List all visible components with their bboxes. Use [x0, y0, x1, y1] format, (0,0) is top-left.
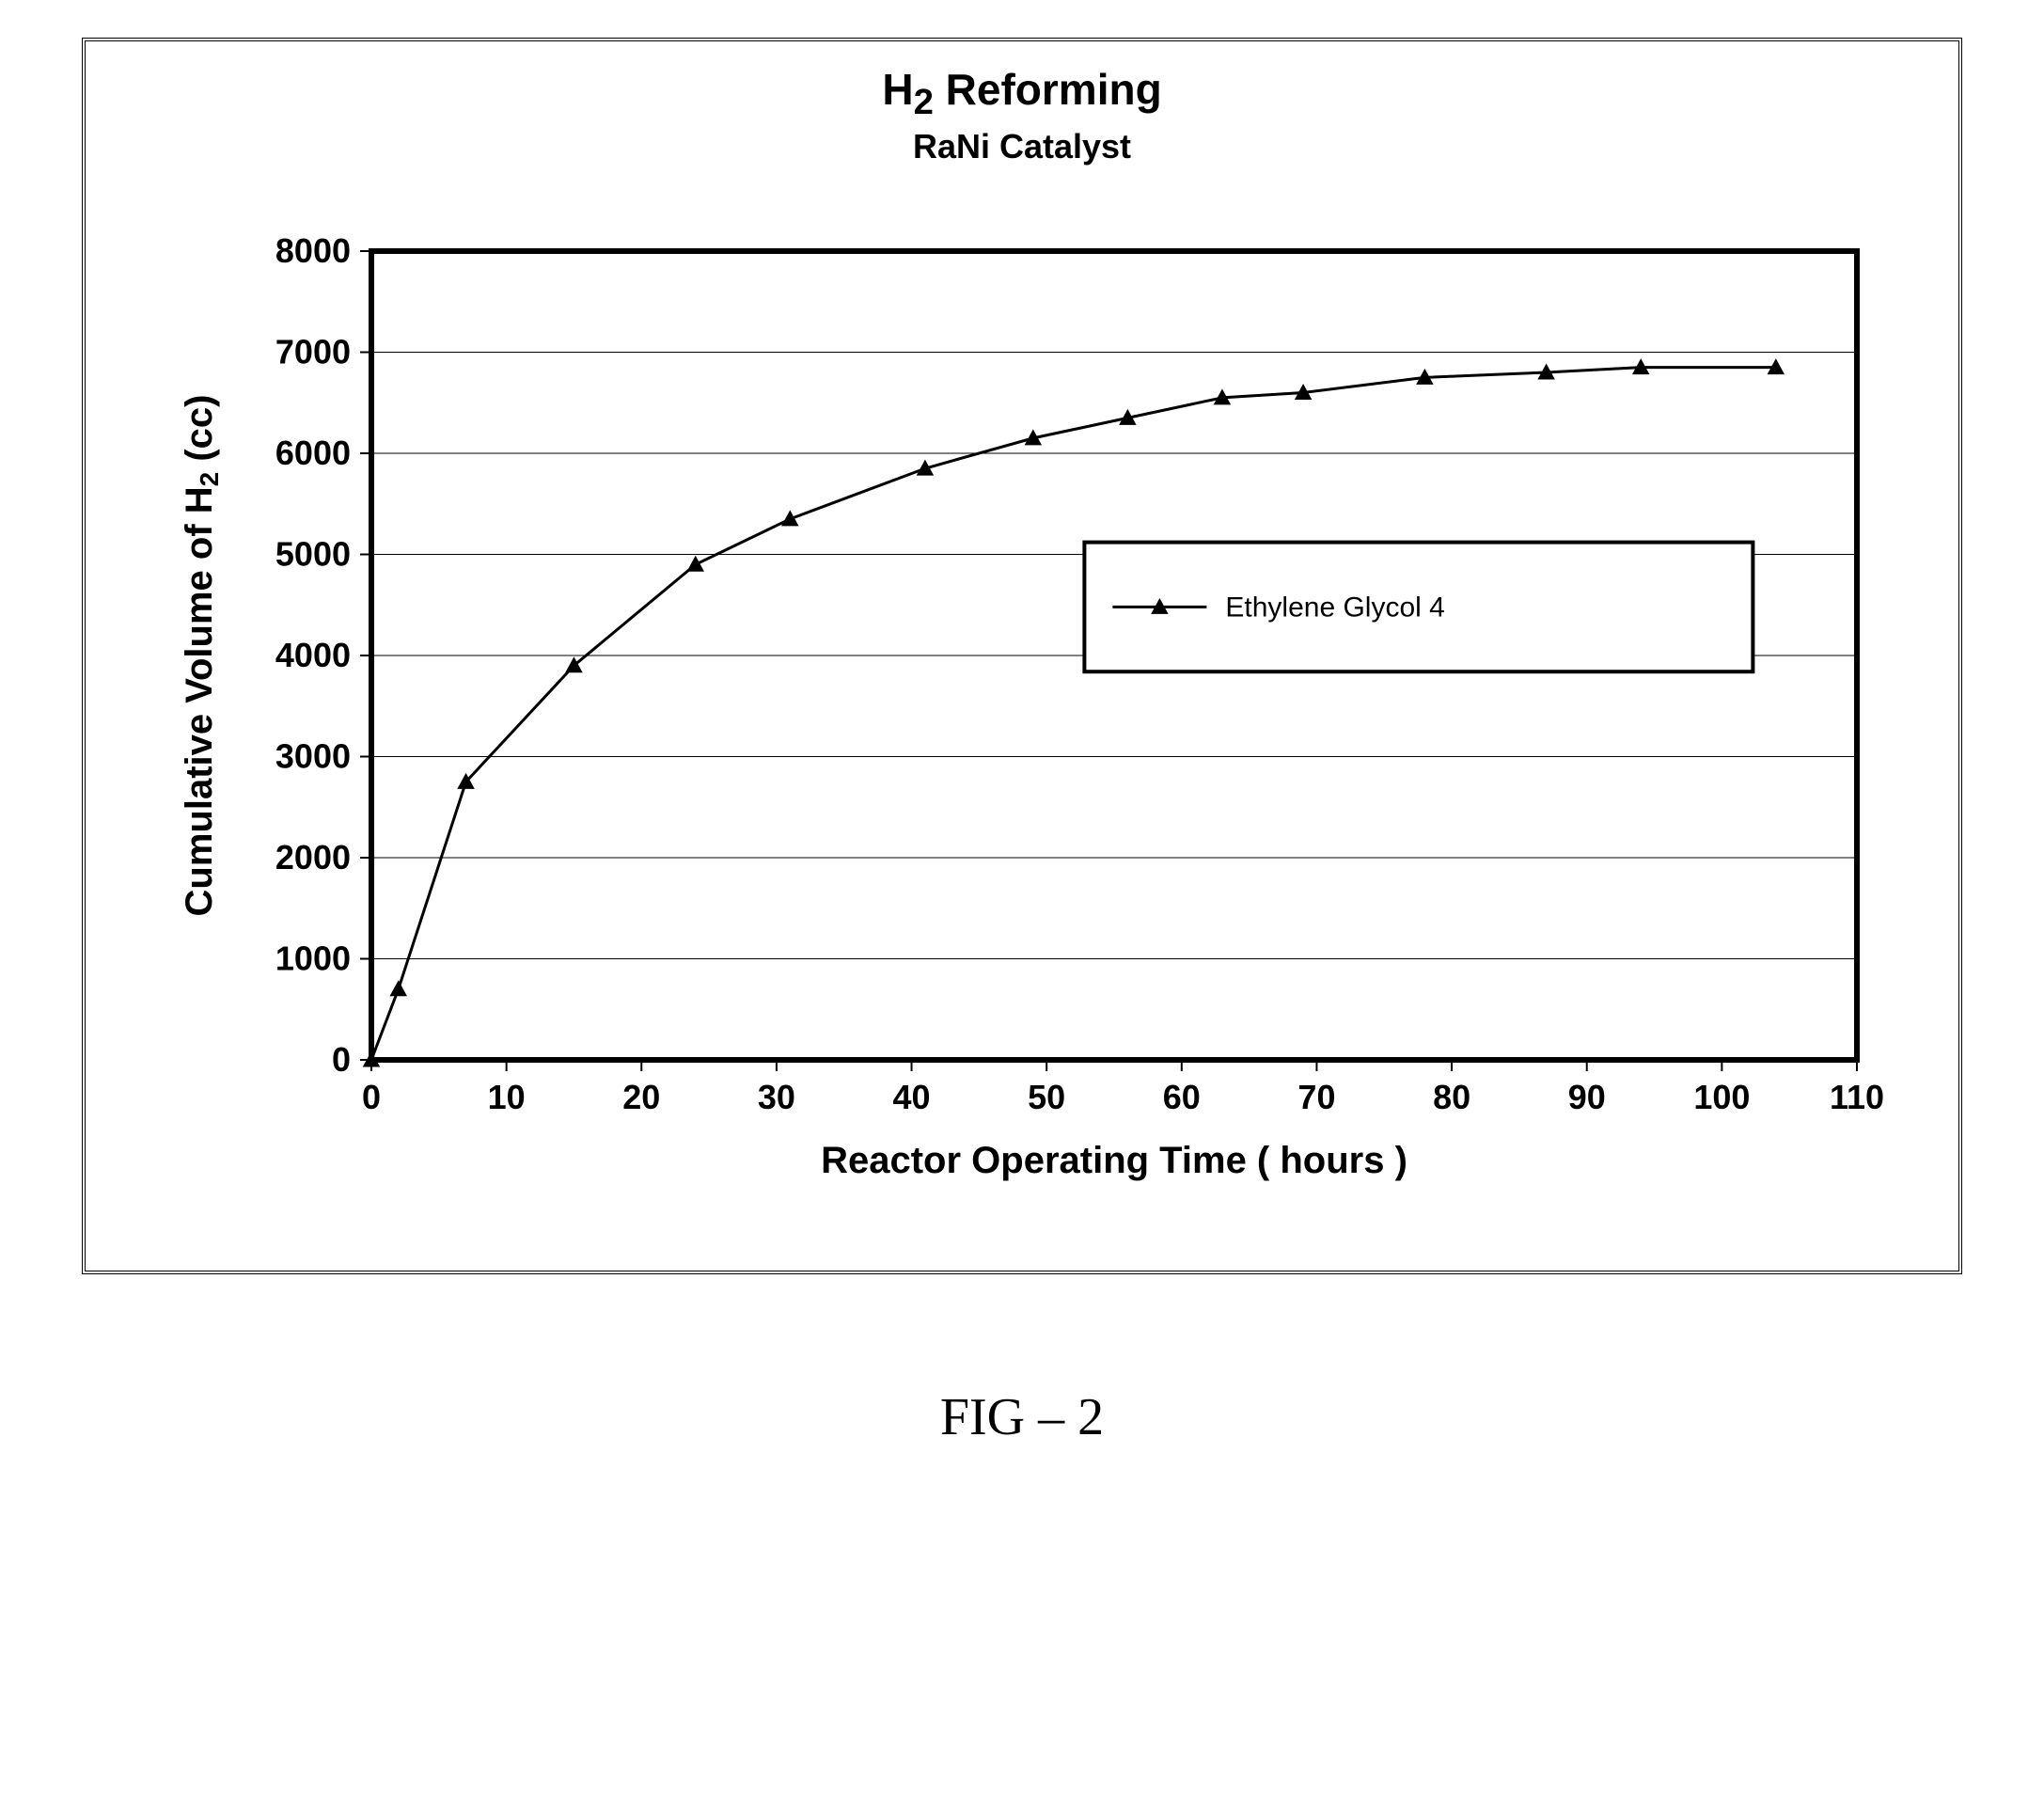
- chart-svg: 0 1000 2000 3000 4000 5000 6000 7000 8000 0 10 20 30…: [127, 195, 1913, 1229]
- chart-title: H2 Reforming: [127, 64, 1917, 123]
- svg-text:Cumulative Volume of H2 (cc): Cumulative Volume of H2 (cc): [179, 395, 224, 917]
- svg-text:100: 100: [1693, 1078, 1750, 1116]
- svg-text:Ethylene Glycol 4: Ethylene Glycol 4: [1225, 592, 1444, 624]
- svg-text:60: 60: [1163, 1078, 1201, 1116]
- chart-subtitle: RaNi Catalyst: [127, 127, 1917, 166]
- svg-text:20: 20: [622, 1078, 660, 1116]
- title-prefix: H: [882, 65, 913, 114]
- svg-text:3000: 3000: [275, 737, 351, 776]
- svg-text:0: 0: [362, 1078, 381, 1116]
- svg-text:70: 70: [1297, 1078, 1335, 1116]
- title-sub: 2: [914, 82, 934, 122]
- chart-area: 0 1000 2000 3000 4000 5000 6000 7000 8000 0 10 20 30…: [127, 195, 1917, 1229]
- svg-text:7000: 7000: [275, 333, 351, 371]
- svg-text:6000: 6000: [275, 434, 351, 472]
- svg-text:2000: 2000: [275, 838, 351, 876]
- svg-text:110: 110: [1830, 1078, 1884, 1116]
- svg-text:40: 40: [893, 1078, 931, 1116]
- title-suffix: Reforming: [934, 65, 1162, 114]
- title-block: H2 Reforming RaNi Catalyst: [127, 64, 1917, 166]
- figure-caption: FIG – 2: [38, 1387, 2006, 1447]
- svg-text:0: 0: [332, 1040, 351, 1079]
- svg-text:50: 50: [1028, 1078, 1065, 1116]
- svg-text:1000: 1000: [275, 940, 351, 978]
- chart-inner: H2 Reforming RaNi Catalyst 0100020003000…: [89, 45, 1955, 1267]
- svg-text:8000: 8000: [275, 231, 351, 270]
- svg-text:80: 80: [1433, 1078, 1470, 1116]
- svg-text:30: 30: [758, 1078, 795, 1116]
- svg-text:Reactor Operating Time ( hour: Reactor Operating Time ( hours ): [821, 1140, 1407, 1181]
- svg-text:4000: 4000: [275, 636, 351, 674]
- svg-text:10: 10: [488, 1078, 526, 1116]
- svg-text:90: 90: [1568, 1078, 1606, 1116]
- svg-text:5000: 5000: [275, 535, 351, 574]
- chart-frame: H2 Reforming RaNi Catalyst 0100020003000…: [82, 38, 1962, 1274]
